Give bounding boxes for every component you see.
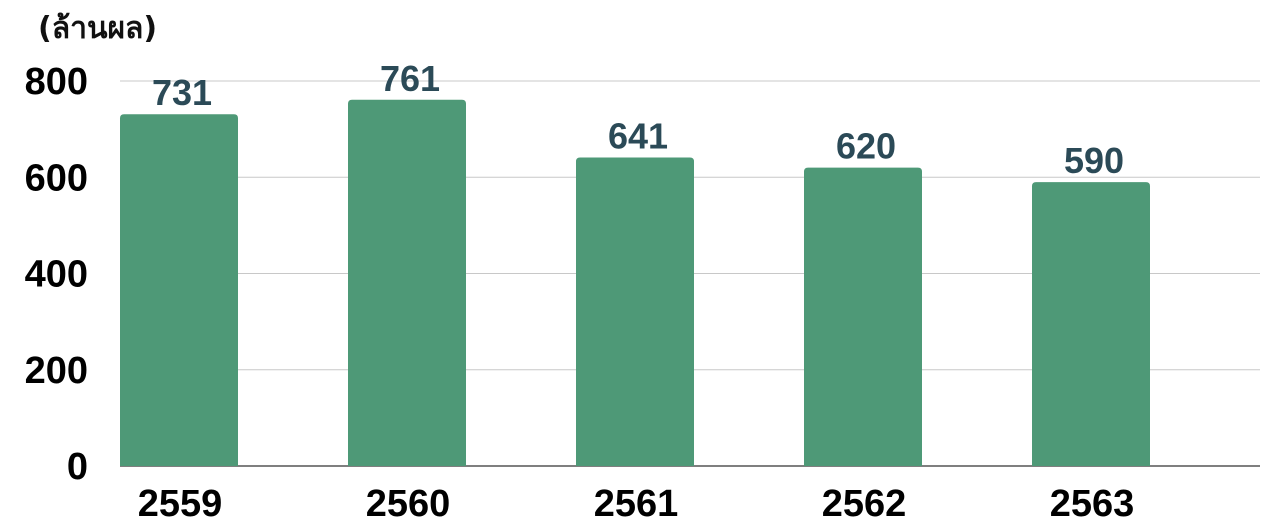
y-tick-label: 200 [25, 350, 88, 392]
y-tick-label: 0 [67, 446, 88, 488]
bar [1032, 182, 1150, 466]
bar-value-label: 761 [380, 58, 440, 99]
bar-value-label: 590 [1064, 140, 1124, 181]
y-tick-label: 600 [25, 157, 88, 199]
value-labels: 731 761 641 620 590 [152, 58, 1124, 181]
y-tick-label: 800 [25, 61, 88, 103]
y-axis-ticks: 0 200 400 600 800 [25, 61, 88, 488]
bar [120, 114, 238, 467]
x-tick-label: 2561 [594, 483, 679, 525]
y-axis-unit-label: (ล้านผล) [38, 11, 157, 46]
bars [120, 99, 1150, 467]
bar [348, 99, 466, 467]
y-tick-label: 400 [25, 254, 88, 296]
x-tick-label: 2563 [1050, 483, 1135, 525]
bar-value-label: 731 [152, 72, 212, 113]
bar-value-label: 641 [608, 116, 668, 157]
x-tick-label: 2560 [366, 483, 451, 525]
x-axis-ticks: 2559 2560 2561 2562 2563 [138, 483, 1135, 525]
x-tick-label: 2562 [822, 483, 907, 525]
bar [804, 167, 922, 466]
x-tick-label: 2559 [138, 483, 223, 525]
bar [576, 157, 694, 467]
bar-value-label: 620 [836, 126, 896, 167]
